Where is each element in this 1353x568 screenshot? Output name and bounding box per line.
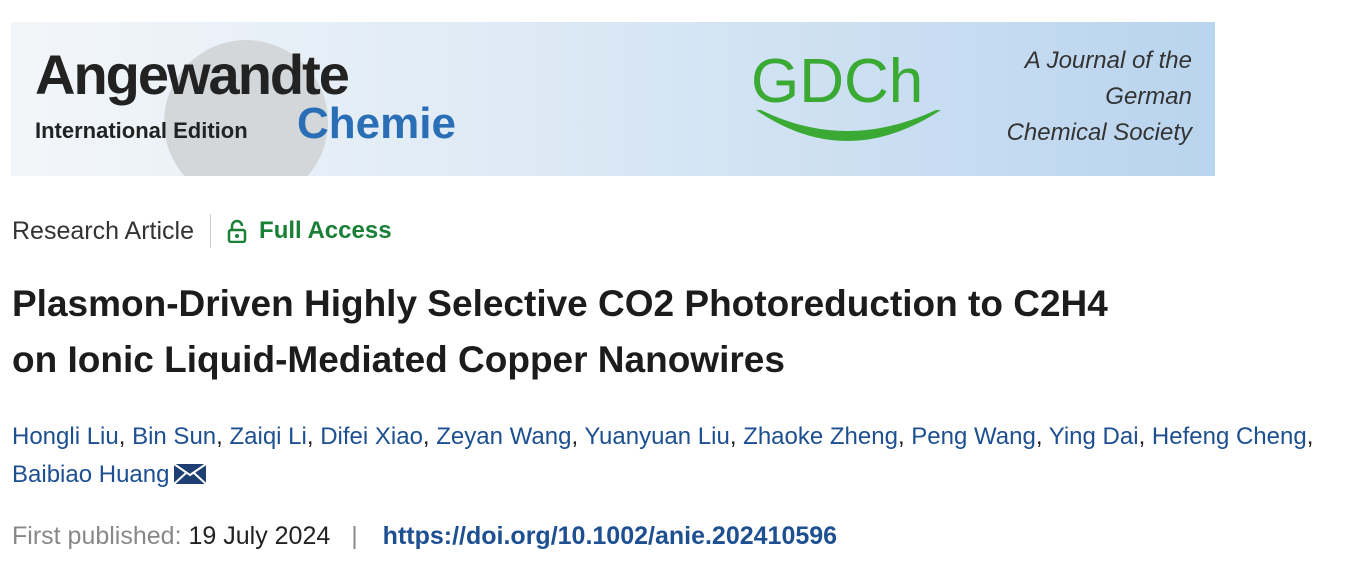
author-separator: , — [1306, 423, 1314, 450]
author-list: Hongli Liu, Bin Sun, Zaiqi Li, Difei Xia… — [12, 418, 1322, 494]
title-line: Plasmon-Driven Highly Selective CO2 Phot… — [12, 283, 1108, 324]
access-badge: Full Access — [227, 217, 392, 245]
publication-info: First published: 19 July 2024 | https://… — [12, 522, 837, 551]
logo-circle — [164, 40, 328, 176]
author-name[interactable]: Baibiao Huang — [12, 461, 170, 488]
author-name[interactable]: Bin Sun — [132, 423, 217, 450]
journal-banner: Angewandte International Edition Chemie … — [11, 22, 1215, 176]
author-separator: , — [118, 423, 126, 450]
published-label: First published: — [12, 522, 182, 550]
divider — [210, 214, 212, 248]
doi-link[interactable]: https://doi.org/10.1002/anie.202410596 — [382, 522, 838, 550]
author-separator: , — [729, 423, 737, 450]
published-date: 19 July 2024 — [188, 522, 331, 550]
author-name[interactable]: Yuanyuan Liu — [584, 423, 730, 450]
author-separator: , — [571, 423, 579, 450]
title-line: on Ionic Liquid-Mediated Copper Nanowire… — [12, 339, 785, 380]
author-name[interactable]: Hefeng Cheng — [1151, 423, 1307, 450]
lock-icon — [227, 219, 247, 243]
author-name[interactable]: Peng Wang — [911, 423, 1036, 450]
article-meta: Research Article Full Access — [12, 214, 392, 248]
tagline: Chemical Society — [1007, 119, 1194, 146]
author-name[interactable]: Ying Dai — [1048, 423, 1139, 450]
author-separator: , — [422, 423, 430, 450]
author-name[interactable]: Hongli Liu — [12, 423, 119, 450]
society-logo: GDCh — [751, 47, 923, 116]
author-separator: , — [306, 423, 314, 450]
separator: | — [351, 522, 358, 550]
journal-subname: Chemie — [297, 99, 456, 148]
journal-name: Angewandte — [35, 43, 349, 106]
author-separator: , — [897, 423, 905, 450]
author-separator: , — [1138, 423, 1146, 450]
author-name[interactable]: Zhaoke Zheng — [743, 423, 898, 450]
email-icon[interactable] — [173, 463, 208, 485]
author-separator: , — [1035, 423, 1043, 450]
logo-arc — [756, 110, 941, 141]
article-type: Research Article — [12, 216, 195, 245]
access-label: Full Access — [259, 217, 392, 244]
tagline: German — [1105, 83, 1192, 110]
author-name[interactable]: Zeyan Wang — [436, 423, 572, 450]
article-title: Plasmon-Driven Highly Selective CO2 Phot… — [12, 276, 1108, 388]
author-name[interactable]: Zaiqi Li — [229, 423, 307, 450]
author-name[interactable]: Difei Xiao — [320, 423, 423, 450]
tagline: A Journal of the — [1023, 47, 1192, 74]
edition: International Edition — [35, 118, 248, 143]
author-separator: , — [216, 423, 223, 450]
